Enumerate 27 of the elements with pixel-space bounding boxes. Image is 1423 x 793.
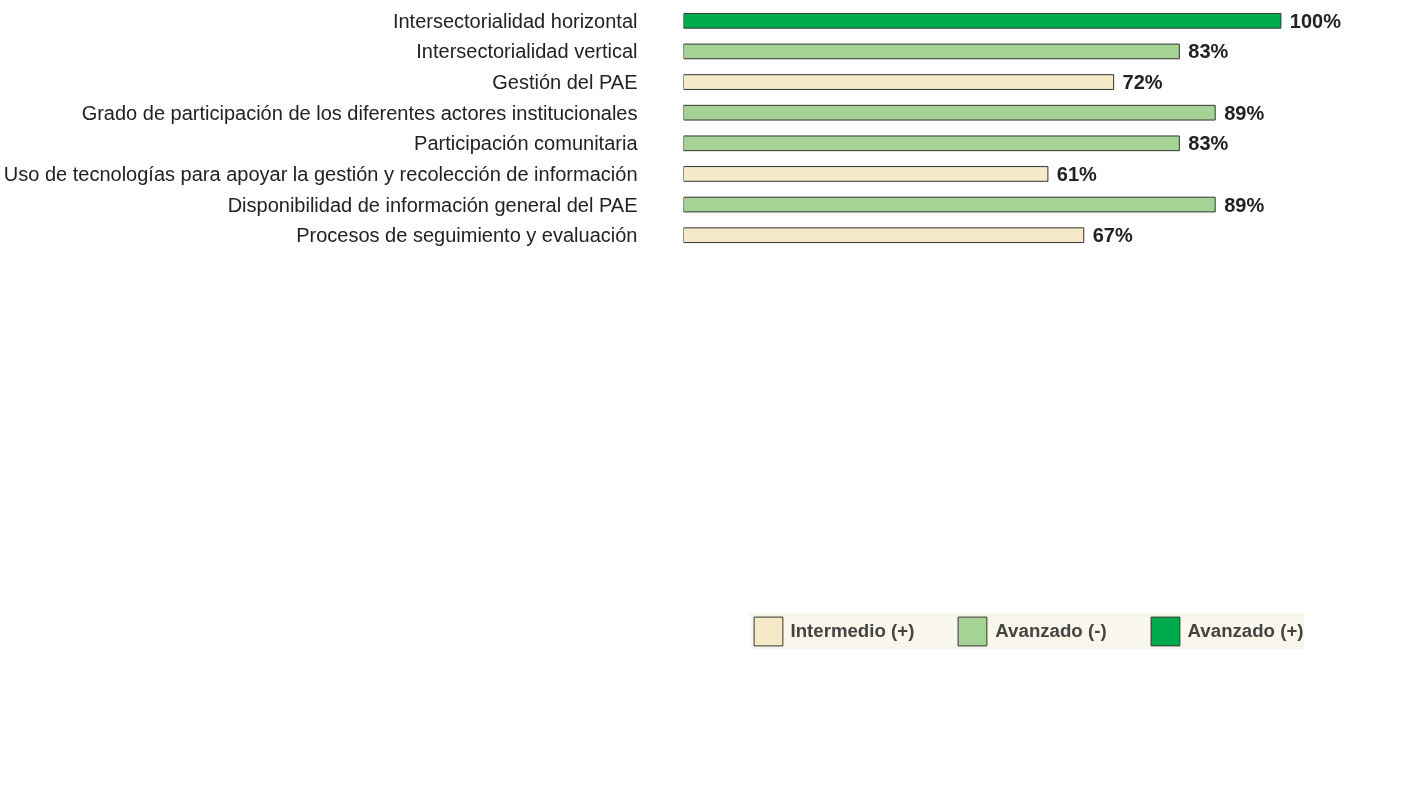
bar [683,227,1085,244]
y-tick-label: Uso de tecnologías para apoyar la gestión y recolección de información [3,162,638,185]
y-tick-label: Disponibilidad de información general del PAE [227,193,638,216]
data-label: 89% [1224,101,1265,124]
data-label: 89% [1224,193,1265,216]
bar [683,166,1049,182]
data-label: 61% [1056,162,1098,185]
bar [683,104,1216,121]
data-label: 100% [1289,9,1342,32]
bar [683,43,1180,60]
y-tick-label: Intersectorialidad horizontal [392,9,638,32]
y-tick-label: Grado de participación de los diferentes actores institucionales [81,101,638,124]
data-label: 83% [1188,40,1229,63]
data-label: 83% [1188,132,1229,155]
y-tick-label: Participación comunitaria [414,132,639,155]
bar [683,135,1180,152]
data-label: 67% [1092,224,1133,247]
legend-label: Avanzado (+) [1187,620,1304,642]
y-tick-label: Procesos de seguimiento y evaluación [296,224,638,247]
y-tick-label: Gestión del PAE [492,71,638,94]
legend-label: Avanzado (-) [995,620,1107,642]
legend-label: Intermedio (+) [790,620,915,642]
bar [683,74,1115,90]
bar [683,196,1216,213]
y-tick-label: Intersectorialidad vertical [416,40,638,63]
bar [683,12,1282,29]
data-label: 72% [1122,71,1163,94]
